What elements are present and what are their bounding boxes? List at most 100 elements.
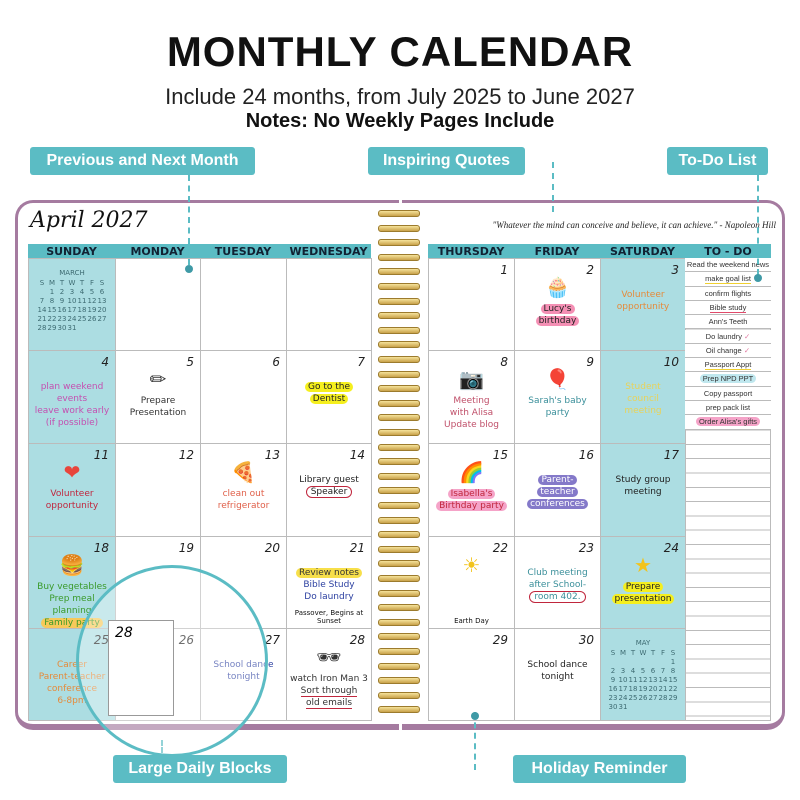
sun-icon: ☀ <box>462 553 481 577</box>
day-cell[interactable]: 5 ✏ Prepare Presentation <box>115 350 201 444</box>
note-text: room 402. <box>517 591 598 603</box>
day-cell[interactable]: 9 🎈 Sarah's baby party <box>514 350 601 444</box>
todo-item[interactable]: Order Alisa's gifts <box>685 415 771 430</box>
mini-day: 17 <box>618 685 628 693</box>
day-cell[interactable]: 16 Parent-teacher conferences <box>514 443 601 537</box>
day-cell[interactable] <box>286 258 372 351</box>
todo-text: Copy passport <box>703 388 753 398</box>
star-icon: ★ <box>634 553 652 577</box>
todo-item[interactable]: Passport Appt <box>685 358 771 373</box>
day-cell[interactable]: 14 Library guest Speaker <box>286 443 372 537</box>
day-cell[interactable]: 23 Club meeting after School-room 402. <box>514 536 601 629</box>
day-cell[interactable]: 8 📷 Meeting with Alisa Update blog <box>428 350 515 444</box>
note-text: (if possible) <box>31 417 113 429</box>
note-text: leave work early <box>31 405 113 417</box>
todo-item[interactable]: Read the weekend news <box>685 258 771 273</box>
day-cell[interactable]: 2 🧁 Lucy's birthday <box>514 258 601 351</box>
todo-item[interactable]: Bible study <box>685 300 771 316</box>
mini-dow: S <box>610 649 616 657</box>
day-cell[interactable]: 7 Go to the Dentist <box>286 350 372 444</box>
day-number: 30 <box>578 633 594 647</box>
todo-item[interactable]: confirm flights <box>685 286 771 301</box>
note-text: conference <box>31 683 113 695</box>
day-cell[interactable] <box>200 258 287 351</box>
note-text: meeting <box>603 486 683 498</box>
day-cell[interactable]: 28 🕶 watch Iron Man 3 Sort through old email… <box>286 628 372 721</box>
note-text: teacher <box>517 486 598 498</box>
note-line: Speaker <box>305 486 353 498</box>
note-line: council <box>627 394 659 404</box>
todo-item[interactable]: Oil change ✓ <box>685 343 771 359</box>
note-line: watch Iron Man 3 <box>290 674 368 684</box>
mini-day: 11 <box>628 676 638 684</box>
mini-day: 10 <box>618 676 628 684</box>
note-line: Club meeting <box>527 568 588 578</box>
spiral-coil <box>378 560 420 568</box>
note-line: Parent-teacher <box>38 672 106 682</box>
todo-item[interactable]: Ann's Teeth <box>685 315 771 330</box>
day-cell[interactable]: 29 <box>428 628 515 721</box>
day-cell[interactable]: 13 🍕 clean out refrigerator <box>200 443 287 537</box>
todo-text: Bible study <box>709 302 747 313</box>
todo-text: Ann's Teeth <box>708 317 748 327</box>
day-cell[interactable]: 15 🌈 Isabella's Birthday party <box>428 443 515 537</box>
day-cell[interactable]: 21 Review notes Bible Study Do laundry Passo… <box>286 536 372 629</box>
todo-item[interactable]: Copy passport <box>685 386 771 401</box>
note-line: birthday <box>535 316 580 326</box>
mini-dow: F <box>89 279 95 287</box>
day-number: 20 <box>264 541 280 555</box>
cell-notes: Lucy's birthday <box>517 303 598 327</box>
note-line: Review notes <box>296 568 362 578</box>
note-line: after School- <box>528 580 587 590</box>
cell-notes: plan weekend events leave work early (if p… <box>31 381 113 429</box>
note-text: watch Iron Man 3 <box>289 673 369 685</box>
note-line: Prepare <box>622 582 664 592</box>
mini-day: 16 <box>608 685 618 693</box>
day-cell[interactable]: 22 ☀ Earth Day <box>428 536 515 629</box>
todo-item[interactable]: make goal list <box>685 272 771 287</box>
mini-dow: T <box>630 649 636 657</box>
todo-item[interactable]: Do laundry ✓ <box>685 329 771 344</box>
mini-day <box>628 703 638 712</box>
note-text: School dance <box>517 659 598 671</box>
note-text: meeting <box>603 405 683 417</box>
leader-line <box>474 712 476 770</box>
day-cell[interactable]: 30 School dance tonight <box>514 628 601 721</box>
day-cell[interactable] <box>115 258 201 351</box>
mini-calendar-march: MARCH S M T W T F S 1 2 3 4 5 6 7 8 9 10 11 12 13 14 15 16 17 18 1… <box>29 269 115 333</box>
burger-icon: 🍔 <box>59 553 85 577</box>
mini-day: 23 <box>57 315 67 323</box>
note-line: old emails <box>305 698 353 709</box>
day-cell[interactable]: MARCH S M T W T F S 1 2 3 4 5 6 7 8 9 10 11 12 13 14 15 16 17 18 1… <box>28 258 116 351</box>
weekday-header: TO - DO <box>685 244 771 259</box>
cell-notes: Isabella's Birthday party <box>431 488 512 512</box>
todo-text: Do laundry <box>705 331 742 341</box>
day-cell[interactable]: MAY S M T W T F S 1 2 3 4 5 6 7 8 9 10 11 12 13 14 15 16 17 18 19 2… <box>600 628 686 721</box>
note-text: Sarah's baby <box>517 395 598 407</box>
spiral-coil <box>378 575 420 582</box>
day-number: 1 <box>500 263 508 277</box>
day-cell[interactable]: 6 <box>200 350 287 444</box>
weekday-header: MONDAY <box>115 244 200 259</box>
todo-item[interactable]: prep pack list <box>685 401 771 416</box>
day-cell[interactable]: 1 <box>428 258 515 351</box>
day-cell[interactable]: 17 Study group meeting <box>600 443 686 537</box>
mini-day: 25 <box>77 315 87 323</box>
day-cell[interactable]: 3 Volunteer opportunity <box>600 258 686 351</box>
cell-notes: Prepare presentation <box>603 581 683 605</box>
mini-day: 25 <box>628 694 638 702</box>
day-cell[interactable]: 10 Student council meeting <box>600 350 686 444</box>
day-number: 6 <box>272 355 280 369</box>
day-cell[interactable]: 12 <box>115 443 201 537</box>
mini-day: 9 <box>59 297 65 305</box>
cell-notes: Sarah's baby party <box>517 395 598 419</box>
mini-dow: T <box>59 279 65 287</box>
note-text: clean out <box>203 488 284 500</box>
day-cell[interactable]: 24 ★ Prepare presentation <box>600 536 686 629</box>
day-cell[interactable]: 4 plan weekend events leave work early (if … <box>28 350 116 444</box>
magnified-day-block: 28 <box>108 620 174 716</box>
day-cell[interactable]: 11 ❤ Volunteer opportunity <box>28 443 116 537</box>
note-line: Student <box>625 382 661 392</box>
day-number: 12 <box>178 448 194 462</box>
todo-item[interactable]: Prep NPD PPT <box>685 372 771 387</box>
